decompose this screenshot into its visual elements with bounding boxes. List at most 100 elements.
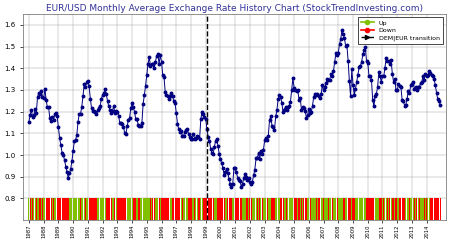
Bar	[239, 198, 241, 220]
Bar	[97, 198, 98, 220]
Bar	[359, 198, 360, 220]
Bar	[406, 198, 408, 220]
Bar	[197, 198, 198, 220]
Bar	[184, 198, 185, 220]
Bar	[234, 198, 236, 220]
Bar	[128, 198, 129, 220]
Bar	[346, 198, 347, 220]
Bar	[325, 198, 327, 220]
Bar	[212, 198, 214, 220]
Bar	[320, 198, 322, 220]
Bar	[391, 198, 392, 220]
Bar	[140, 198, 141, 220]
Bar	[43, 198, 44, 220]
Bar	[214, 198, 215, 220]
Bar	[269, 198, 270, 220]
Bar	[232, 198, 233, 220]
Bar	[257, 198, 258, 220]
Bar	[69, 198, 70, 220]
Bar	[411, 198, 413, 220]
Bar	[70, 198, 71, 220]
Bar	[134, 198, 135, 220]
Bar	[371, 198, 372, 220]
Bar	[389, 198, 391, 220]
Bar	[180, 198, 182, 220]
Bar	[386, 198, 387, 220]
Bar	[37, 198, 38, 220]
Bar	[244, 198, 246, 220]
Bar	[436, 198, 437, 220]
Bar	[377, 198, 378, 220]
Bar	[283, 198, 284, 220]
Bar	[227, 198, 228, 220]
Bar	[376, 198, 377, 220]
Bar	[94, 198, 96, 220]
Bar	[340, 198, 341, 220]
Bar	[410, 198, 411, 220]
Bar	[104, 198, 106, 220]
Bar	[241, 198, 242, 220]
Bar	[62, 198, 63, 220]
Bar	[217, 198, 219, 220]
Bar	[322, 198, 323, 220]
Bar	[302, 198, 303, 220]
Bar	[124, 198, 125, 220]
Bar	[264, 198, 265, 220]
Bar	[401, 198, 403, 220]
Bar	[84, 198, 85, 220]
Bar	[187, 198, 188, 220]
Bar	[146, 198, 147, 220]
Bar	[386, 198, 387, 220]
Bar	[285, 198, 286, 220]
Bar	[382, 198, 383, 220]
Bar	[258, 198, 259, 220]
Bar	[317, 198, 318, 220]
Bar	[324, 198, 325, 220]
Bar	[108, 198, 109, 220]
Bar	[52, 198, 53, 220]
Bar	[415, 198, 416, 220]
Bar	[421, 198, 422, 220]
Bar	[384, 198, 386, 220]
Bar	[276, 198, 278, 220]
Bar	[347, 198, 349, 220]
Bar	[102, 198, 103, 220]
Bar	[437, 198, 438, 220]
Bar	[338, 198, 339, 220]
Bar	[203, 198, 204, 220]
Bar	[410, 198, 411, 220]
Bar	[274, 198, 275, 220]
Bar	[324, 198, 325, 220]
Bar	[38, 198, 39, 220]
Bar	[312, 198, 313, 220]
Bar	[273, 198, 274, 220]
Bar	[155, 198, 156, 220]
Bar	[33, 198, 34, 220]
Bar	[254, 198, 255, 220]
Bar	[64, 198, 65, 220]
Bar	[140, 198, 141, 220]
Bar	[204, 198, 205, 220]
Legend: Up, Down, DEM|EUR transition: Up, Down, DEM|EUR transition	[358, 17, 443, 44]
Bar	[367, 198, 368, 220]
Bar	[315, 198, 317, 220]
Bar	[383, 198, 384, 220]
Bar	[391, 198, 392, 220]
Bar	[85, 198, 86, 220]
Bar	[297, 198, 298, 220]
Bar	[278, 198, 279, 220]
Bar	[183, 198, 184, 220]
Bar	[344, 198, 345, 220]
Bar	[269, 198, 270, 220]
Bar	[435, 198, 436, 220]
Bar	[37, 198, 38, 220]
Bar	[292, 198, 293, 220]
Bar	[144, 198, 145, 220]
Bar	[440, 198, 441, 220]
Bar	[398, 198, 399, 220]
Bar	[113, 198, 114, 220]
Bar	[305, 198, 306, 220]
Bar	[113, 198, 114, 220]
Bar	[397, 198, 398, 220]
Bar	[58, 198, 59, 220]
